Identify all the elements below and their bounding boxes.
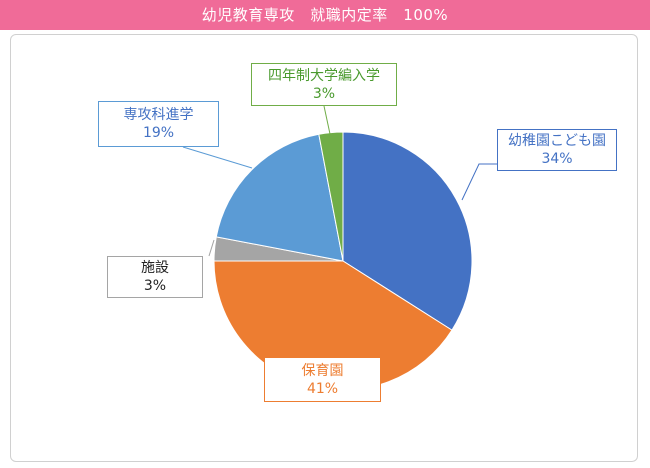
leader-shisetsu xyxy=(208,239,215,257)
leader-yochien xyxy=(461,163,497,201)
callout-percent: 41% xyxy=(306,380,339,397)
chart-title: 幼児教育専攻 就職内定率 100% xyxy=(201,6,449,24)
callout-senkoka: 専攻科進学 19% xyxy=(98,101,219,147)
callout-label: 四年制大学編入学 xyxy=(268,67,380,84)
callout-yochien: 幼稚園こども園 34% xyxy=(497,129,617,171)
slice-senkoka xyxy=(215,133,344,262)
callout-shisetsu: 施設 3% xyxy=(107,256,203,298)
callout-percent: 3% xyxy=(143,278,167,294)
callout-percent: 34% xyxy=(541,151,573,167)
callout-label: 幼稚園こども園 xyxy=(508,133,606,149)
slice-yonensei xyxy=(318,131,344,262)
chart-title-banner: 幼児教育専攻 就職内定率 100% xyxy=(0,0,650,30)
callout-yonensei: 四年制大学編入学 3% xyxy=(251,63,397,106)
callout-percent: 19% xyxy=(142,125,175,141)
callout-label: 施設 xyxy=(141,260,169,276)
callout-label: 保育園 xyxy=(301,362,344,379)
callout-percent: 3% xyxy=(312,85,336,102)
leader-yonensei xyxy=(323,105,331,135)
callout-label: 専攻科進学 xyxy=(123,107,194,123)
leader-senkoka xyxy=(182,146,253,169)
callout-hoikuen: 保育園 41% xyxy=(264,357,381,402)
slice-yochien xyxy=(342,131,473,331)
